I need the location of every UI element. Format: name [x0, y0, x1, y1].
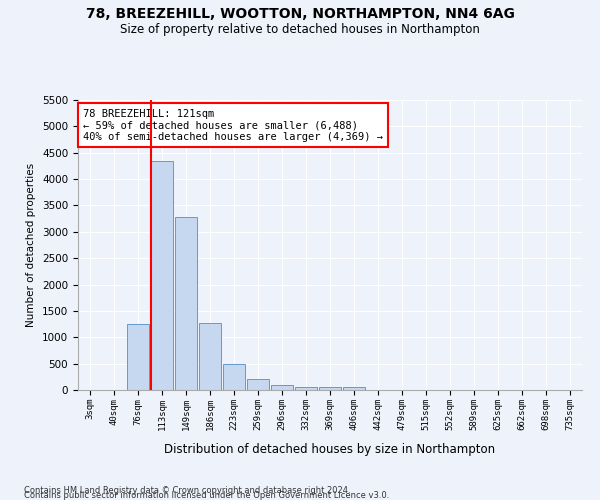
Text: Size of property relative to detached houses in Northampton: Size of property relative to detached ho… — [120, 22, 480, 36]
Bar — [127, 324, 149, 390]
Text: Distribution of detached houses by size in Northampton: Distribution of detached houses by size … — [164, 442, 496, 456]
Bar — [199, 323, 221, 390]
Bar — [319, 387, 341, 390]
Bar — [343, 387, 365, 390]
Bar — [175, 217, 197, 390]
Bar — [295, 387, 317, 390]
Bar — [247, 379, 269, 390]
Text: Contains public sector information licensed under the Open Government Licence v3: Contains public sector information licen… — [24, 490, 389, 500]
Text: Contains HM Land Registry data © Crown copyright and database right 2024.: Contains HM Land Registry data © Crown c… — [24, 486, 350, 495]
Text: 78, BREEZEHILL, WOOTTON, NORTHAMPTON, NN4 6AG: 78, BREEZEHILL, WOOTTON, NORTHAMPTON, NN… — [86, 8, 514, 22]
Text: 78 BREEZEHILL: 121sqm
← 59% of detached houses are smaller (6,488)
40% of semi-d: 78 BREEZEHILL: 121sqm ← 59% of detached … — [83, 108, 383, 142]
Bar — [223, 364, 245, 390]
Bar — [151, 160, 173, 390]
Bar — [271, 384, 293, 390]
Y-axis label: Number of detached properties: Number of detached properties — [26, 163, 37, 327]
